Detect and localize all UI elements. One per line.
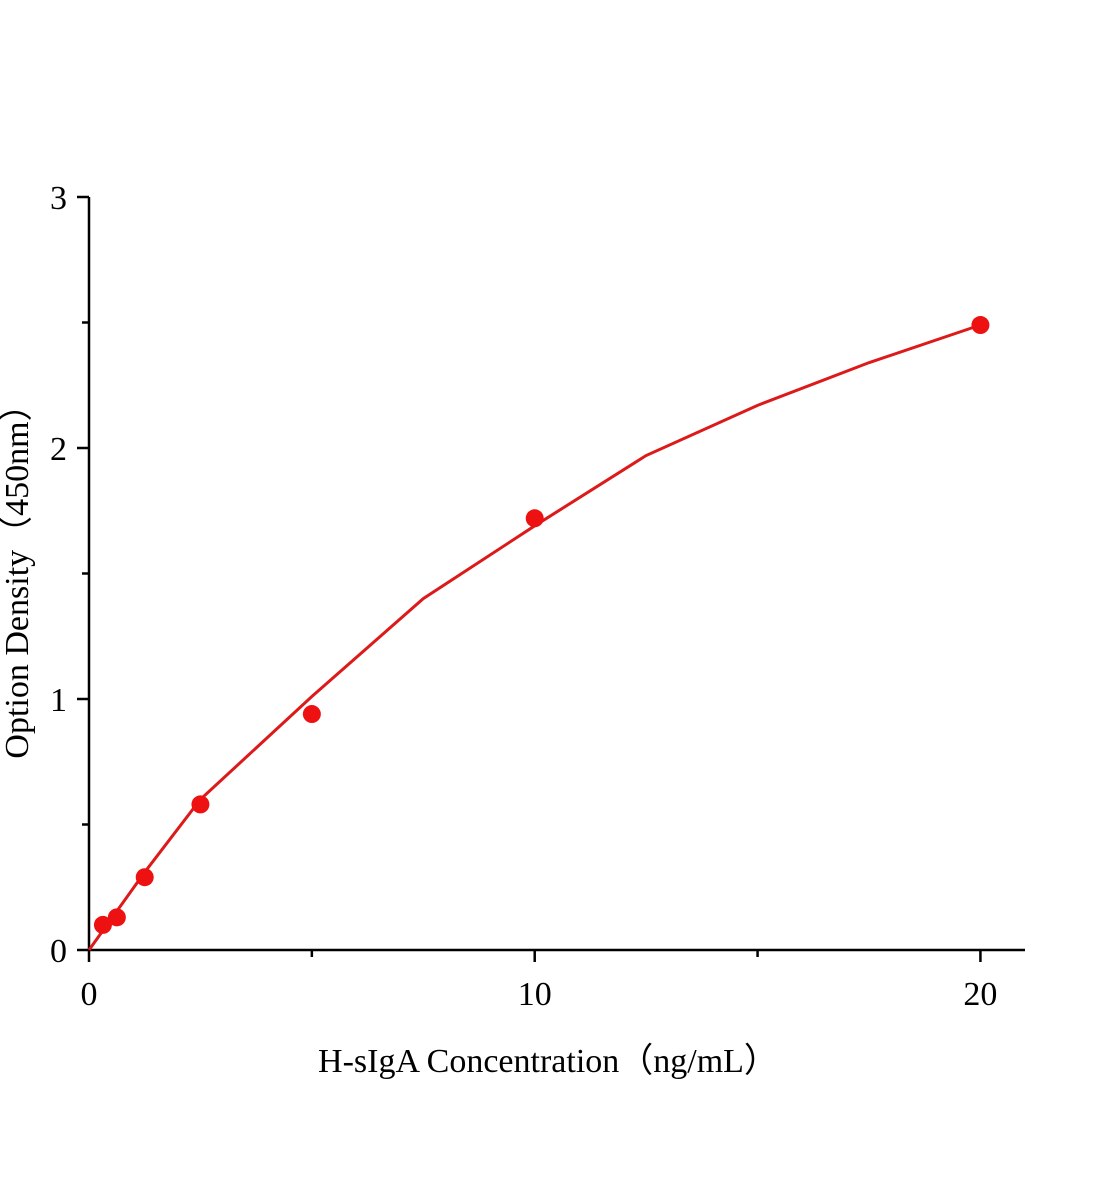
y-tick-label: 1 xyxy=(50,682,67,719)
fit-curve xyxy=(87,323,981,951)
x-axis-label: H-sIgA Concentration（ng/mL） xyxy=(318,1042,778,1080)
data-point xyxy=(302,705,321,724)
x-tick-label: 20 xyxy=(963,976,997,1013)
data-point xyxy=(971,316,990,335)
y-axis-label: Option Density（450nm） xyxy=(0,387,36,758)
y-tick-label: 3 xyxy=(50,180,67,217)
x-tick-label: 0 xyxy=(81,976,98,1013)
x-tick-label: 10 xyxy=(518,976,552,1013)
data-point xyxy=(135,868,154,887)
y-tick-label: 2 xyxy=(50,431,67,468)
y-tick-label: 0 xyxy=(50,933,67,970)
data-point xyxy=(191,795,210,814)
data-point xyxy=(107,908,126,927)
data-point xyxy=(525,509,544,528)
data-point xyxy=(93,915,112,934)
